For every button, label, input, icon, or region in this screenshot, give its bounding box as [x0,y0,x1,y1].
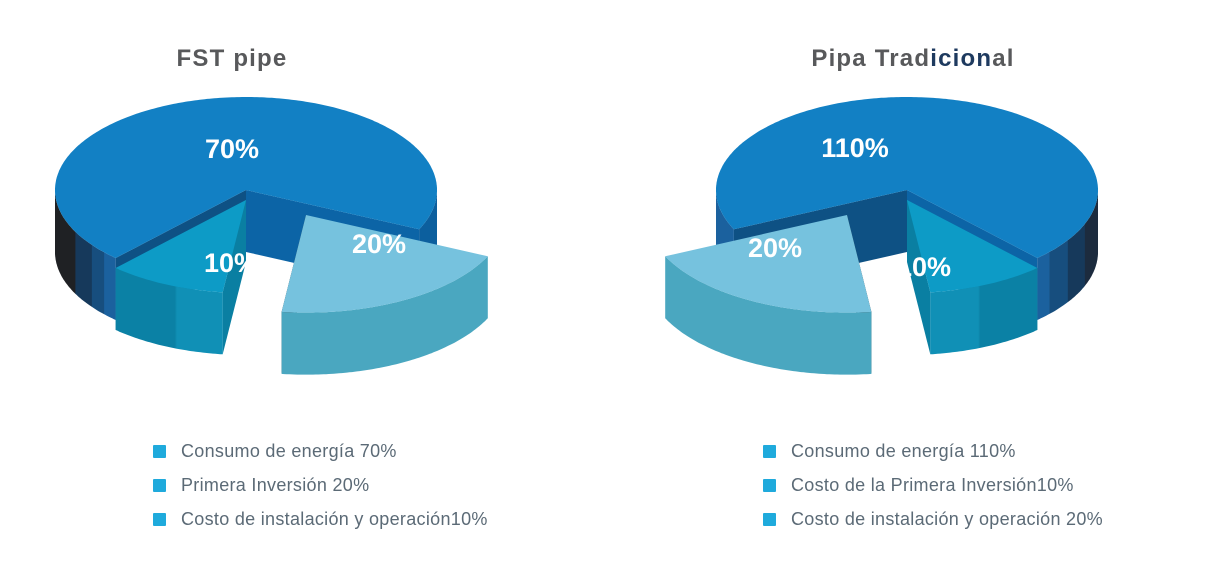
chart-title: Pipa Tradicional [640,46,1186,72]
chart-title-part: FST pipe [176,45,288,72]
pie-slice-rim [1037,190,1098,320]
pie-slice-small [907,200,1038,355]
legend-item: Costo de instalación y operación10% [153,502,488,536]
pie-slice-exploded [665,215,872,375]
chart-fst-pipe: FST pipe 70% 10% 20% Consumo de energía 70… [18,0,583,574]
pie-3d: 110% 10% 20% [665,97,1098,375]
pie-3d: 70% 10% 20% [55,97,488,375]
legend-item: Costo de la Primera Inversión10% [763,468,1103,502]
legend-label: Costo de instalación y operación10% [181,508,488,529]
legend: Consumo de energía 70% Primera Inversión… [153,434,488,536]
pie-slice-rim [930,268,1038,355]
pie-slice-rim [55,190,116,320]
pie-slice-top [55,97,437,258]
pie-slice-top [281,215,488,313]
legend-item: Costo de instalación y operación 20% [763,502,1103,536]
pie-slice-rim [665,256,872,375]
legend-item: Consumo de energía 70% [153,434,488,468]
pie-slice-top [115,200,246,293]
slice-value-label: 110% [821,133,889,163]
slice-value-label: 70% [205,134,259,164]
legend-label: Consumo de energía 110% [791,440,1016,461]
legend-marker-icon [153,444,166,458]
legend-item: Consumo de energía 110% [763,434,1103,468]
legend-label: Costo de instalación y operación 20% [791,508,1103,529]
chart-title: FST pipe [18,46,446,72]
legend-label: Primera Inversión 20% [181,474,370,495]
legend-marker-icon [763,478,776,492]
chart-title-part: icion [930,45,993,72]
slice-value-label: 20% [352,229,406,259]
legend-marker-icon [763,512,776,526]
pie-slice-rim [281,256,488,375]
slice-value-label: 10% [204,248,258,278]
legend-label: Consumo de energía 70% [181,440,397,461]
legend-item: Primera Inversión 20% [153,468,488,502]
pie-slice-small [115,200,246,355]
pie-slice-top [665,215,872,313]
slice-value-label: 10% [897,252,951,282]
legend-marker-icon [763,444,776,458]
pie-slice-top [716,97,1098,258]
pie-slice-top [907,200,1038,293]
chart-pipa-tradicional: Pipa Tradicional 110% 10% 20% Consumo de e… [622,0,1187,574]
pie-slice-exploded [281,215,488,375]
legend-marker-icon [153,478,166,492]
legend-label: Costo de la Primera Inversión10% [791,474,1074,495]
slice-value-label: 20% [748,233,802,263]
pie-slice-cut-face [907,200,931,355]
chart-title-part: Pipa Trad [811,45,931,72]
legend-marker-icon [153,512,166,526]
legend: Consumo de energía 110% Costo de la Prim… [763,434,1103,536]
chart-title-part: al [992,45,1015,72]
pie-slice-rim [115,268,223,355]
